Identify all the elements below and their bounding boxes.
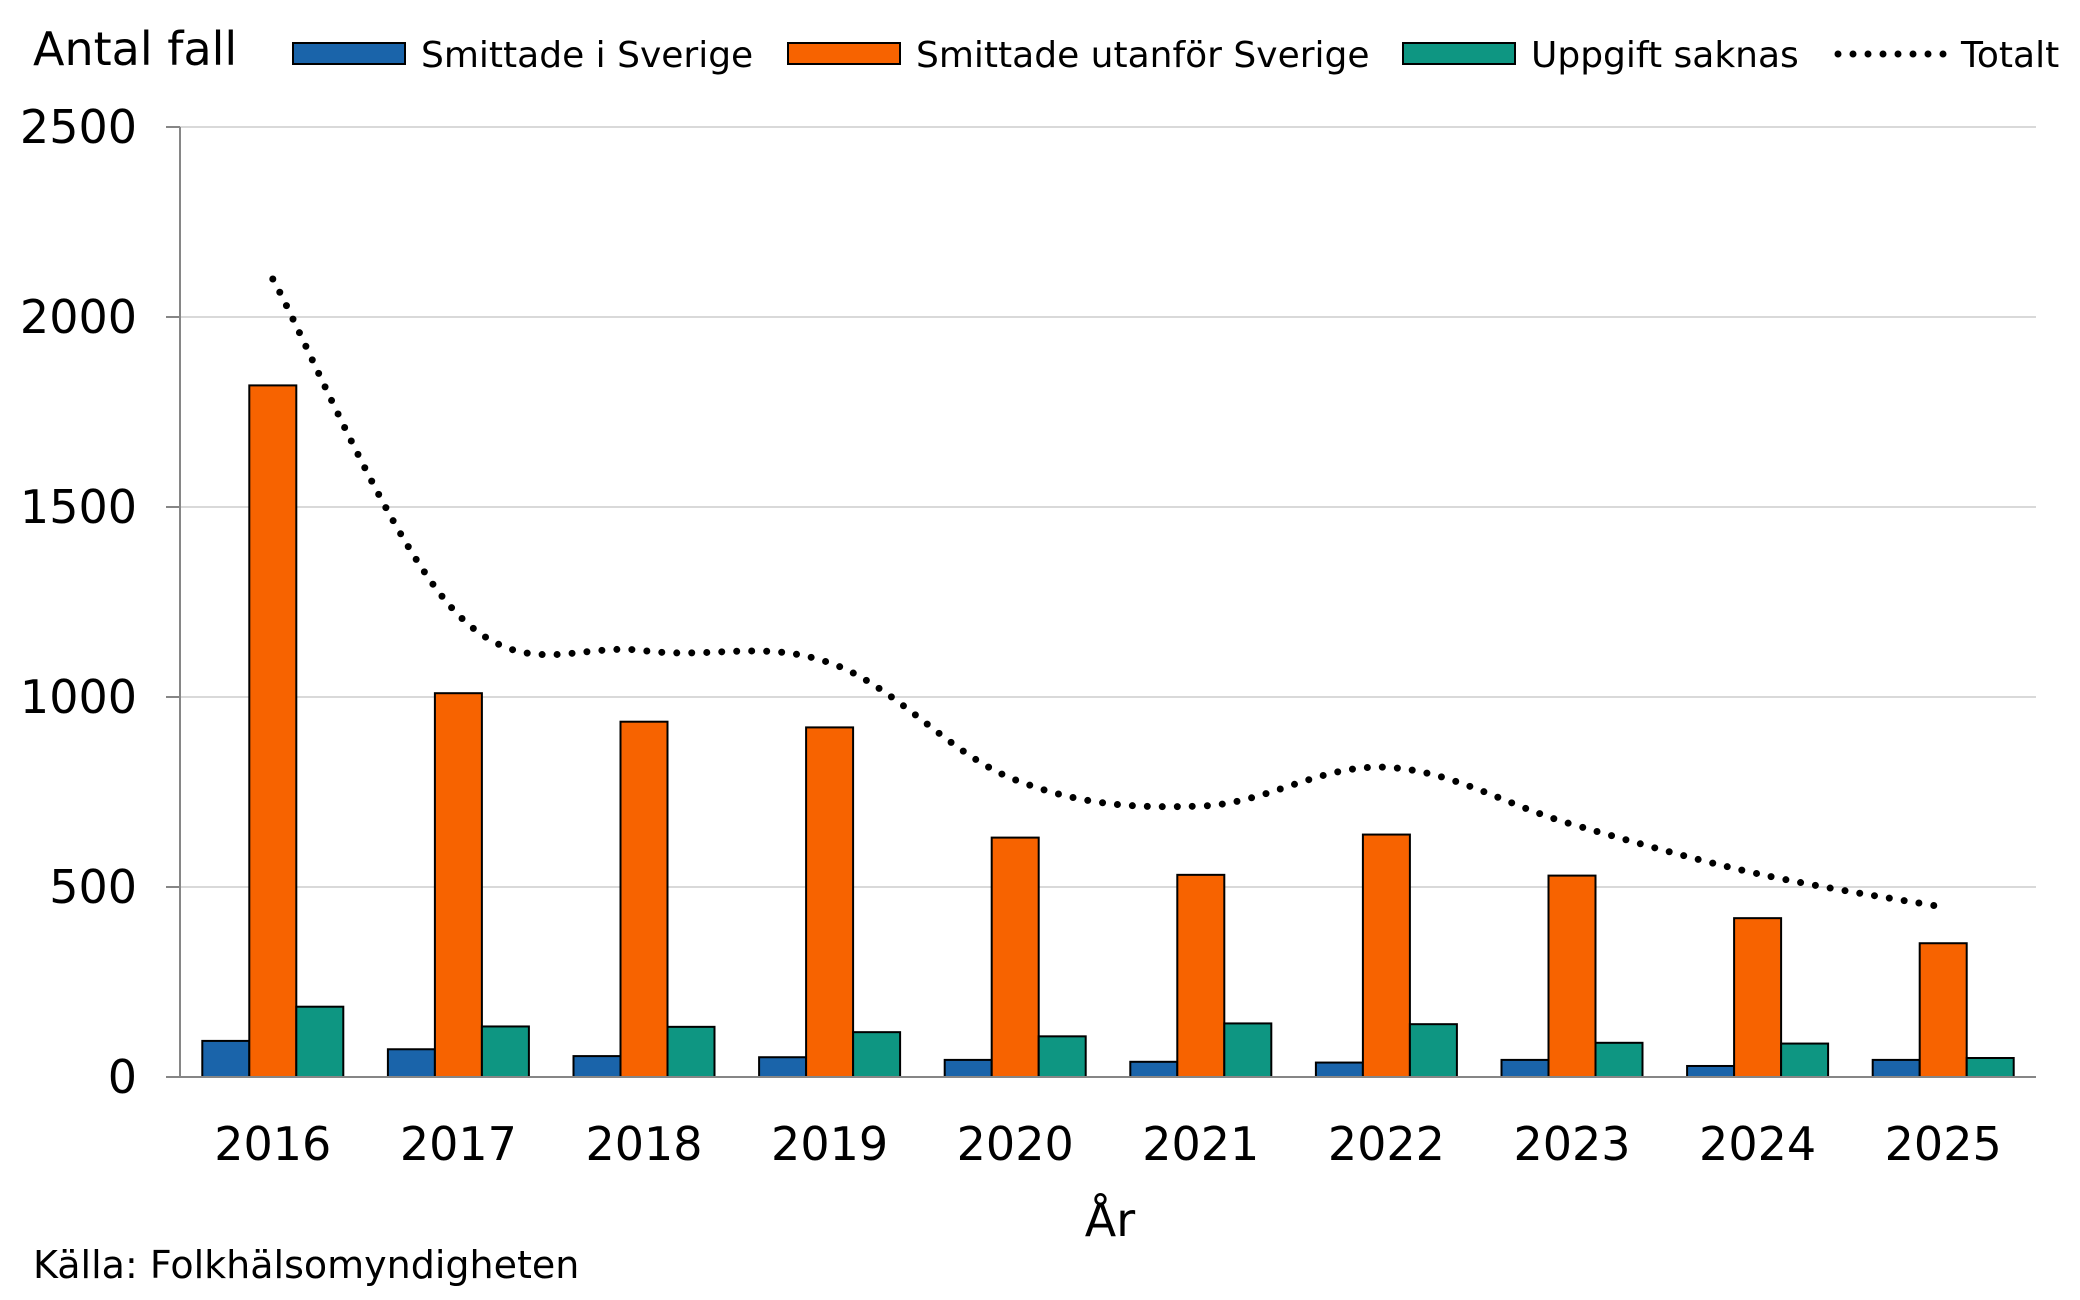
axes <box>166 126 2036 1078</box>
bar-2018-series-2 <box>619 720 669 1078</box>
x-axis-title: År <box>1085 1193 1135 1247</box>
legend-label-4: Totalt <box>1960 35 2059 76</box>
y-tick-label: 2500 <box>20 100 137 154</box>
x-tick-label: 2025 <box>1885 1117 2002 1171</box>
bar-2021-series-2 <box>1176 873 1226 1079</box>
bar-2023-series-1 <box>1500 1058 1550 1079</box>
y-tick-label: 500 <box>49 860 137 914</box>
x-tick-label: 2019 <box>771 1117 888 1171</box>
y-tick-labels: 0 500 1000 1500 2000 2500 <box>20 100 137 1104</box>
bar-2024-series-2 <box>1733 917 1783 1078</box>
x-tick-label: 2017 <box>400 1117 517 1171</box>
bar-2016-series-2 <box>248 384 298 1078</box>
legend-label-2: Smittade utanför Sverige <box>916 35 1370 76</box>
x-tick-label: 2021 <box>1142 1117 1259 1171</box>
x-tick-label: 2024 <box>1699 1117 1816 1171</box>
legend-swatch-3 <box>1402 42 1516 65</box>
bar-2018-series-3 <box>666 1025 716 1078</box>
y-axis-title: Antal fall <box>33 22 237 76</box>
legend: Smittade i Sverige Smittade utanför Sveri… <box>292 35 2059 76</box>
bar-2024-series-3 <box>1780 1042 1830 1079</box>
x-tick-label: 2023 <box>1513 1117 1630 1171</box>
legend-label-1: Smittade i Sverige <box>421 35 753 76</box>
bar-2022-series-1 <box>1314 1061 1364 1079</box>
bar-2023-series-2 <box>1547 874 1597 1078</box>
bar-2020-series-3 <box>1037 1035 1087 1078</box>
bar-2019-series-3 <box>852 1031 902 1079</box>
gridlines <box>180 126 2036 888</box>
y-tick-label: 1500 <box>20 480 137 534</box>
bar-2017-series-3 <box>480 1025 530 1078</box>
bar-2018-series-1 <box>572 1055 622 1078</box>
bar-2019-series-2 <box>805 726 855 1079</box>
x-tick-label: 2018 <box>585 1117 702 1171</box>
x-tick-label: 2016 <box>214 1117 331 1171</box>
x-tick-label: 2022 <box>1328 1117 1445 1171</box>
bar-2025-series-1 <box>1871 1058 1921 1079</box>
legend-label-3: Uppgift saknas <box>1531 35 1799 76</box>
bar-2021-series-3 <box>1223 1022 1273 1078</box>
bar-2022-series-2 <box>1361 833 1411 1078</box>
source-note: Källa: Folkhälsomyndigheten <box>33 1243 579 1287</box>
total-line <box>269 275 1947 911</box>
bar-2025-series-2 <box>1918 942 1968 1078</box>
bar-2024-series-1 <box>1686 1064 1736 1078</box>
bar-2016-series-3 <box>295 1005 345 1079</box>
bar-2023-series-3 <box>1594 1041 1644 1079</box>
bars <box>201 384 2015 1079</box>
bar-2020-series-2 <box>990 836 1040 1078</box>
y-tick-label: 2000 <box>20 290 137 344</box>
y-tick-label: 0 <box>108 1050 137 1104</box>
bar-2025-series-3 <box>1965 1057 2015 1078</box>
x-tick-labels: 2016 2017 2018 2019 2020 2021 2022 2023 2024 2025 <box>214 1117 2001 1171</box>
legend-swatch-1 <box>292 42 406 65</box>
bar-2016-series-1 <box>201 1039 251 1079</box>
bar-2020-series-1 <box>943 1058 993 1079</box>
legend-swatch-2 <box>787 42 901 65</box>
bar-2021-series-1 <box>1129 1060 1179 1079</box>
x-tick-label: 2020 <box>957 1117 1074 1171</box>
bar-2017-series-1 <box>386 1048 436 1079</box>
bar-2022-series-3 <box>1408 1023 1458 1079</box>
y-tick-label: 1000 <box>20 670 137 724</box>
bar-2019-series-1 <box>758 1056 808 1078</box>
bar-2017-series-2 <box>433 692 483 1078</box>
total-line-layer <box>269 275 1947 911</box>
